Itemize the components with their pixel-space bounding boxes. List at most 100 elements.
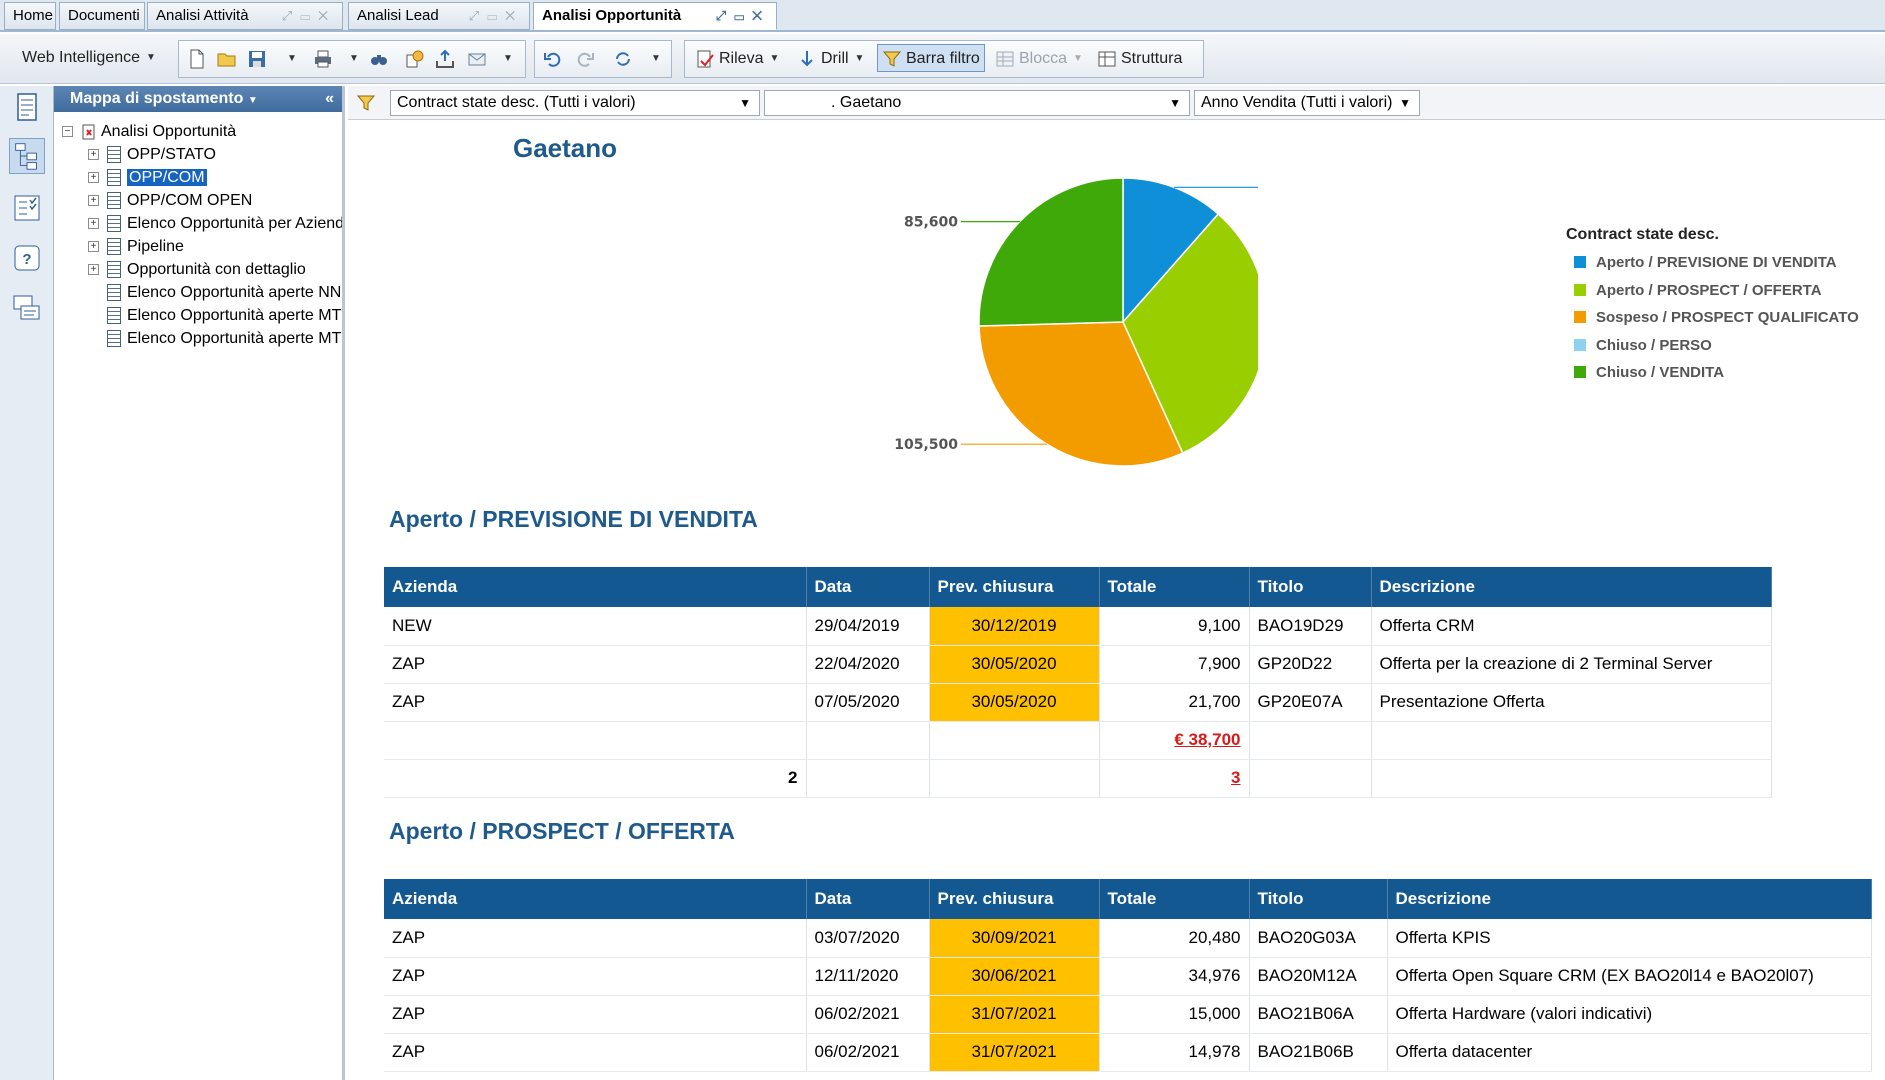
cell-azienda: ZAP: [384, 683, 807, 722]
tree-item-opp-com-open[interactable]: + OPP/COM OPEN: [88, 190, 252, 212]
report-icon: [107, 146, 121, 164]
find-icon[interactable]: [369, 49, 389, 69]
collapse-icon[interactable]: −: [62, 126, 73, 138]
tree-item-aperte-mt-2[interactable]: Elenco Opportunità aperte MT: [107, 328, 342, 350]
legend-label: Aperto / PROSPECT / OFFERTA: [1596, 281, 1822, 299]
blocca-button[interactable]: Blocca ▼: [995, 45, 1083, 73]
refresh-dropdown-icon[interactable]: ▼: [651, 53, 661, 64]
cell-totale: 9,100: [1099, 607, 1250, 646]
col-header-titolo[interactable]: Titolo: [1249, 879, 1388, 919]
email-dropdown-icon[interactable]: ▼: [503, 53, 513, 64]
print-icon[interactable]: [313, 49, 333, 69]
legend-item[interactable]: Sospeso / PROSPECT QUALIFICATO: [1574, 309, 1859, 326]
table-row: NEW 29/04/2019 30/12/2019 9,100 BAO19D29…: [384, 607, 1772, 646]
filter-commerciale[interactable]: . Gaetano ▼: [764, 90, 1190, 116]
legend-label: Aperto / PREVISIONE DI VENDITA: [1596, 254, 1837, 271]
table-row: ZAP 12/11/2020 30/06/2021 34,976 BAO20M1…: [384, 957, 1872, 996]
export-icon[interactable]: [435, 49, 455, 69]
col-header-totale[interactable]: Totale: [1099, 567, 1250, 607]
report-icon: [107, 284, 121, 302]
expand-icon[interactable]: +: [88, 172, 99, 184]
legend-item[interactable]: Aperto / PROSPECT / OFFERTA: [1574, 282, 1822, 299]
legend-item[interactable]: Chiuso / VENDITA: [1574, 364, 1724, 381]
collapse-panel-icon[interactable]: «: [325, 90, 334, 107]
pie-slice[interactable]: [978, 321, 1184, 467]
print-dropdown-icon[interactable]: ▼: [349, 53, 359, 64]
expand-icon[interactable]: +: [88, 264, 99, 276]
nav-header-dropdown-icon[interactable]: ▼: [247, 95, 258, 106]
email-icon[interactable]: [467, 49, 487, 69]
expand-icon[interactable]: +: [88, 218, 99, 230]
refresh-icon[interactable]: [613, 49, 633, 69]
rileva-button[interactable]: Rileva ▼: [695, 45, 779, 73]
count-link[interactable]: 3: [1099, 759, 1250, 798]
col-header-totale[interactable]: Totale: [1099, 879, 1250, 919]
section-title: Aperto / PROSPECT / OFFERTA: [389, 818, 735, 844]
col-header-descrizione[interactable]: Descrizione: [1371, 567, 1772, 607]
pie-slice[interactable]: [1122, 177, 1220, 324]
tree-item-opp-stato[interactable]: + OPP/STATO: [88, 144, 216, 166]
col-header-descrizione[interactable]: Descrizione: [1387, 879, 1872, 919]
comments-icon[interactable]: [9, 290, 45, 326]
report-icon: [107, 169, 121, 187]
history-icon[interactable]: [405, 49, 425, 69]
tree-item-pipeline[interactable]: + Pipeline: [88, 236, 184, 258]
pie-slice[interactable]: [1122, 212, 1258, 455]
tree-item-con-dettaglio[interactable]: + Opportunità con dettaglio: [88, 259, 306, 281]
webi-document-icon: [82, 124, 95, 140]
cell-azienda: ZAP: [384, 919, 807, 958]
col-header-titolo[interactable]: Titolo: [1249, 567, 1372, 607]
cell-prev-chiusura: 31/07/2021: [929, 995, 1100, 1034]
new-document-icon[interactable]: [187, 49, 207, 69]
cell-descrizione: Offerta datacenter: [1387, 1033, 1872, 1072]
col-header-prev-chiusura[interactable]: Prev. chiusura: [929, 879, 1100, 919]
save-dropdown-icon[interactable]: ▼: [287, 53, 297, 64]
barra-filtro-button[interactable]: Barra filtro: [877, 44, 985, 72]
tree-item-aperte-mt-1[interactable]: Elenco Opportunità aperte MT: [107, 305, 342, 327]
drill-button[interactable]: Drill ▼: [797, 45, 864, 73]
legend-swatch: [1574, 338, 1586, 351]
tree-root[interactable]: − Analisi Opportunità: [62, 121, 236, 143]
pie-slice[interactable]: [978, 177, 1124, 327]
struttura-button[interactable]: Struttura: [1097, 45, 1182, 73]
tab-analisi-lead[interactable]: Analisi Lead ⤢▭✕: [348, 2, 530, 30]
navigation-map-icon[interactable]: [9, 138, 45, 174]
expand-icon[interactable]: +: [88, 149, 99, 161]
expand-icon[interactable]: +: [88, 241, 99, 253]
filter-anno-vendita[interactable]: Anno Vendita (Tutti i valori) ▼: [1194, 90, 1420, 116]
table-row: ZAP 03/07/2020 30/09/2021 20,480 BAO20G0…: [384, 919, 1872, 958]
redo-icon[interactable]: [575, 49, 595, 69]
cell-azienda: ZAP: [384, 995, 807, 1034]
report-map-icon[interactable]: [9, 90, 45, 126]
col-header-data[interactable]: Data: [806, 567, 930, 607]
tab-documenti[interactable]: Documenti: [59, 2, 145, 30]
col-header-azienda[interactable]: Azienda: [384, 879, 807, 919]
section-table-prospect-offerta: Azienda Data Prev. chiusura Totale Titol…: [384, 879, 1872, 1072]
cell-data: 29/04/2019: [806, 607, 930, 646]
legend-label: Chiuso / PERSO: [1596, 336, 1712, 354]
save-icon[interactable]: [247, 49, 267, 69]
col-header-data[interactable]: Data: [806, 879, 930, 919]
web-intelligence-menu[interactable]: Web Intelligence ▼: [22, 49, 156, 67]
tree-item-elenco-per-azienda[interactable]: + Elenco Opportunità per Aziend: [88, 213, 342, 235]
tree-item-aperte-nn[interactable]: Elenco Opportunità aperte NN: [107, 282, 342, 304]
col-header-azienda[interactable]: Azienda: [384, 567, 807, 607]
undo-icon[interactable]: [543, 49, 563, 69]
tab-analisi-attivita[interactable]: Analisi Attività ⤢▭✕: [147, 2, 343, 30]
cell-data: 07/05/2020: [806, 683, 930, 722]
filter-contract-state[interactable]: Contract state desc. (Tutti i valori) ▼: [390, 90, 760, 116]
tab-analisi-opportunita[interactable]: Analisi Opportunità ⤢▭✕: [533, 2, 777, 30]
legend-item[interactable]: Aperto / PREVISIONE DI VENDITA: [1574, 254, 1837, 271]
tab-label: Home: [13, 7, 54, 24]
tab-home[interactable]: Home: [4, 2, 56, 30]
open-folder-icon[interactable]: [217, 49, 237, 69]
legend-label: Sospeso / PROSPECT QUALIFICATO: [1596, 309, 1859, 326]
legend-swatch: [1574, 256, 1586, 268]
input-controls-icon[interactable]: [9, 190, 45, 226]
section-total-link[interactable]: € 38,700: [1099, 721, 1250, 760]
col-header-prev-chiusura[interactable]: Prev. chiusura: [929, 567, 1100, 607]
legend-item[interactable]: Chiuso / PERSO: [1574, 337, 1712, 354]
help-icon[interactable]: ?: [9, 240, 45, 276]
tree-item-opp-com[interactable]: + OPP/COM: [88, 167, 207, 189]
expand-icon[interactable]: +: [88, 195, 99, 207]
